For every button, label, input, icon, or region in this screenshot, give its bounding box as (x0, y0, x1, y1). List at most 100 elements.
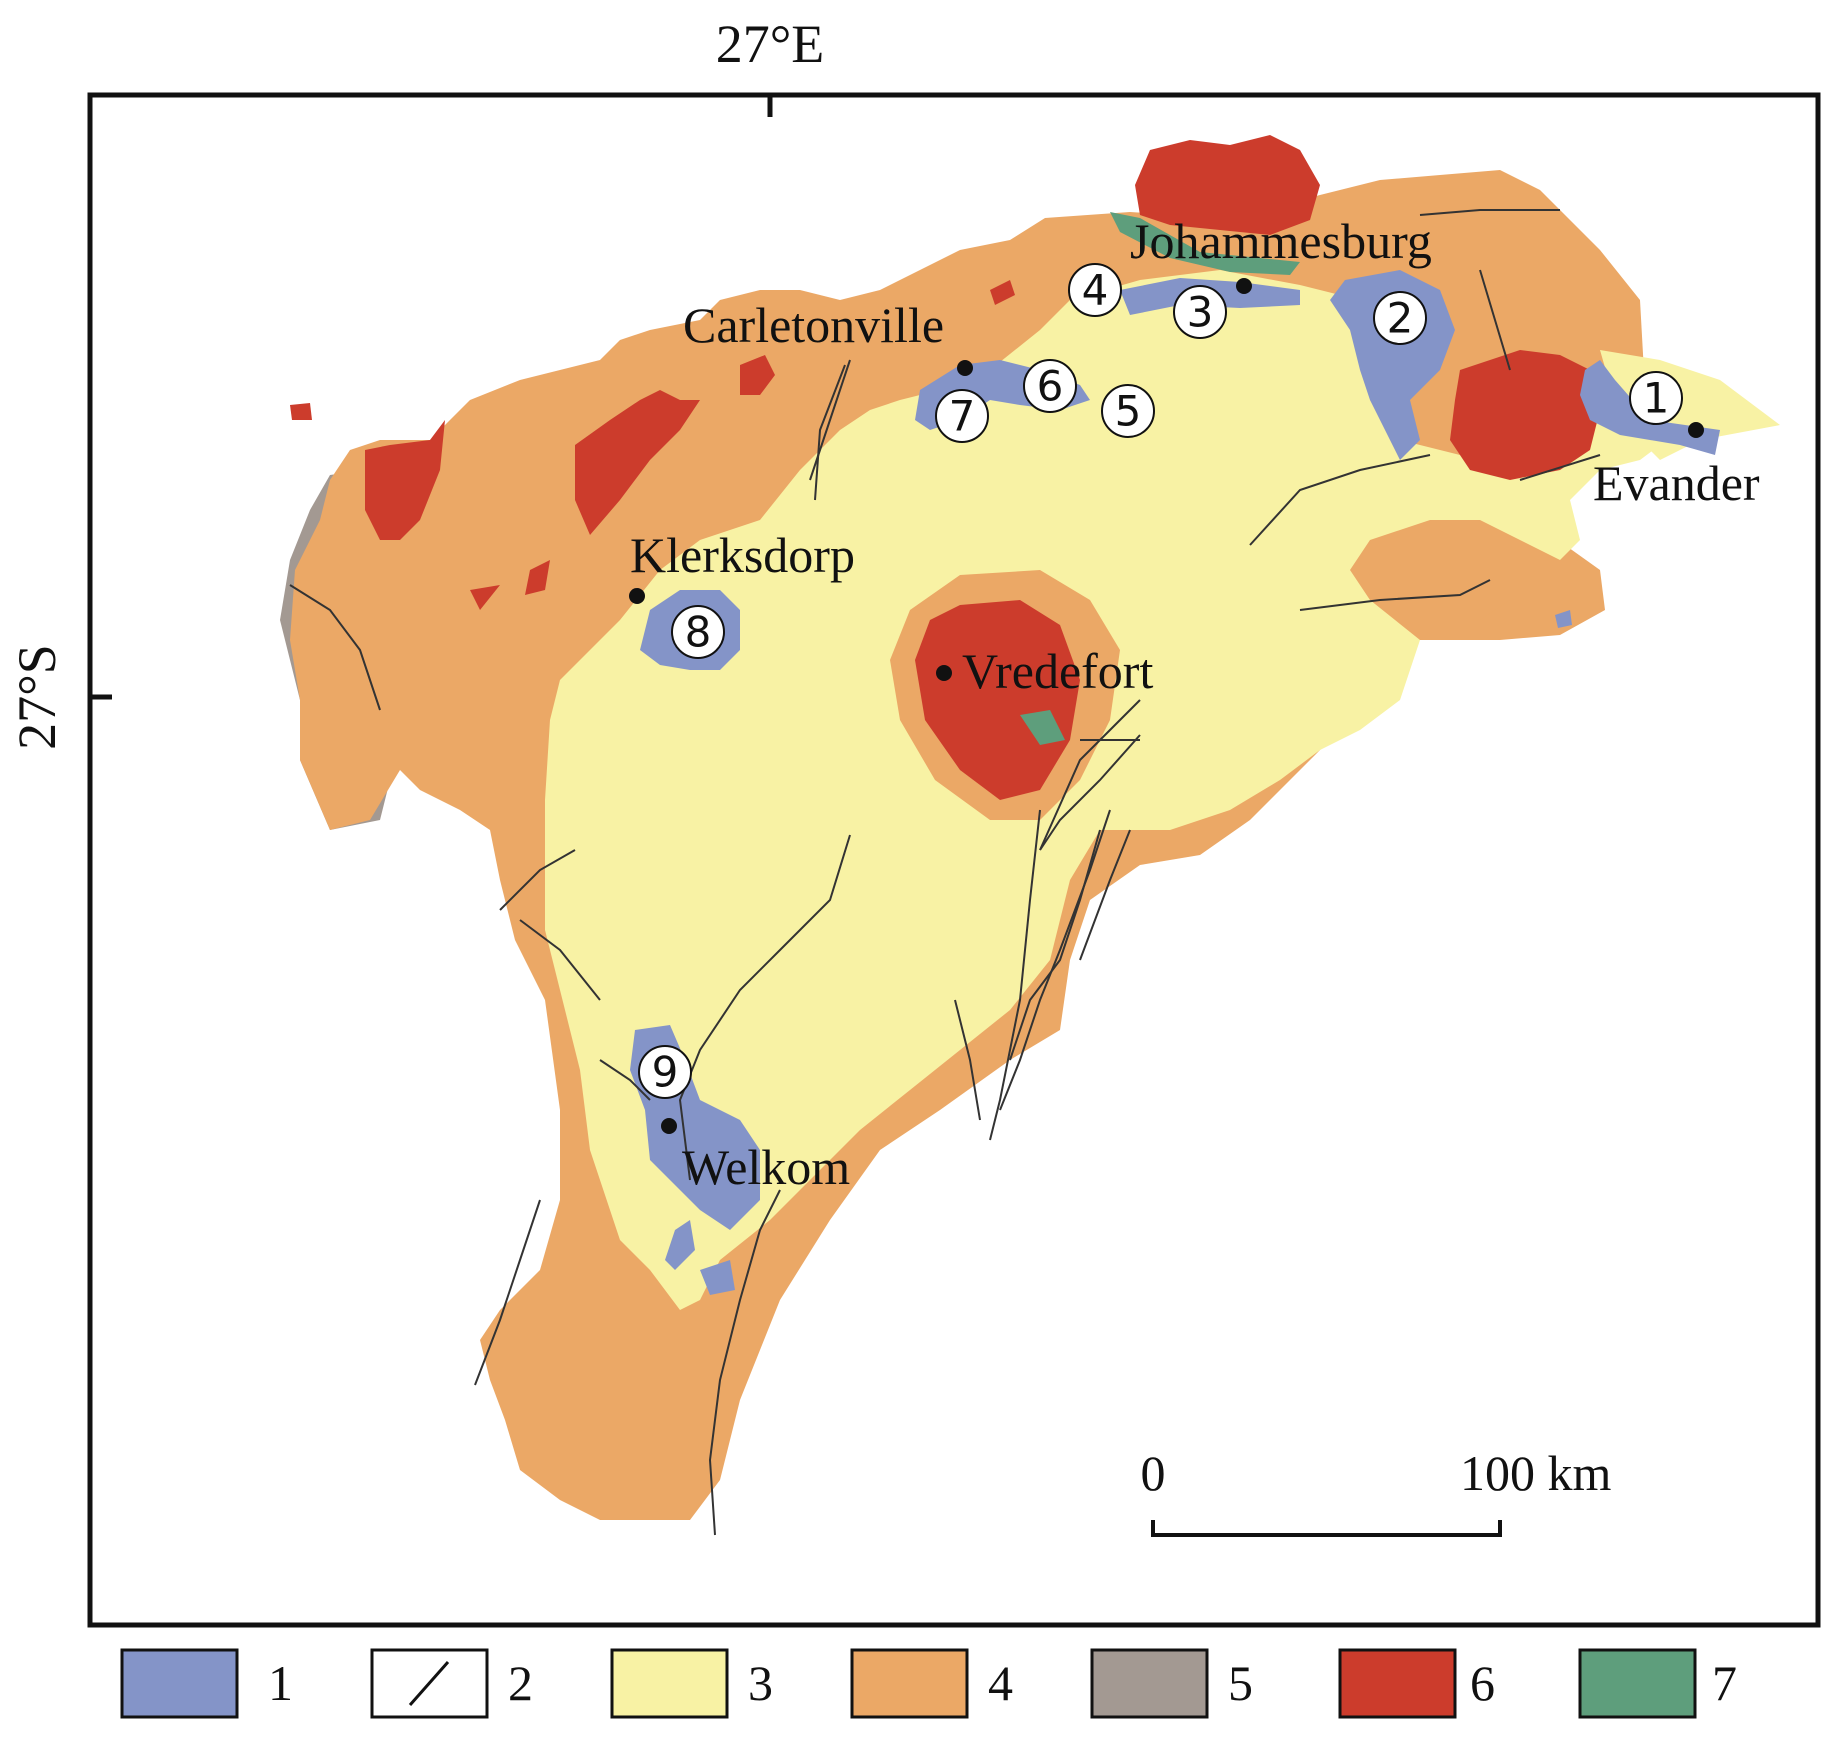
johannesburg-dot (1236, 278, 1252, 294)
fault-line-icon (408, 1661, 450, 1706)
legend-number: 2 (508, 1655, 533, 1711)
legend-item-5: 5 (1090, 1648, 1253, 1719)
unit4-southeast-lobe (1350, 560, 1510, 625)
unit6-west-patch-1 (365, 420, 445, 540)
legend-item-1: 1 (120, 1648, 293, 1719)
unit6-areas (290, 135, 1600, 610)
evander-dot (1688, 422, 1704, 438)
fault-line (814, 364, 846, 501)
goldfield-marker-3: 3 (1173, 285, 1227, 339)
fault-line (474, 1199, 541, 1386)
yellow-swatch (610, 1648, 729, 1719)
orange-swatch (850, 1648, 969, 1719)
unit1-evander (1580, 360, 1720, 455)
fault-line (289, 584, 381, 711)
fault-line (954, 999, 981, 1121)
green-swatch (1578, 1648, 1697, 1719)
fault-line (1479, 269, 1511, 371)
goldfield-marker-6: 6 (1023, 359, 1077, 413)
goldfield-number: 4 (1082, 266, 1109, 315)
fault-line (809, 359, 851, 481)
scale-bar-end-label: 100 km (1460, 1445, 1612, 1501)
city-label-vredefort: Vredefort (962, 643, 1153, 699)
goldfield-markers: 1 2 3 4 5 6 7 8 (638, 263, 1683, 1099)
unit6-west-patch-4 (290, 403, 312, 420)
unit1-small-east (1555, 610, 1572, 628)
unit6-evander-dome (1450, 350, 1600, 480)
legend-number: 1 (268, 1655, 293, 1711)
city-label-welkom: Welkom (682, 1139, 850, 1195)
legend-number: 7 (1712, 1655, 1737, 1711)
legend-item-6: 6 (1338, 1648, 1495, 1719)
goldfield-marker-4: 4 (1068, 263, 1122, 317)
unit3-basin-core (545, 270, 1680, 1310)
fault-line (708, 1189, 781, 1536)
goldfield-number: 3 (1187, 288, 1214, 337)
legend-item-4: 4 (850, 1648, 1013, 1719)
unit1-welkom-south-1 (665, 1220, 695, 1270)
goldfield-marker-8: 8 (671, 605, 725, 659)
unit6-west-patch-3 (740, 355, 775, 395)
unit6-small-patch (990, 280, 1015, 305)
fault-line (519, 919, 601, 1001)
goldfield-marker-1: 1 (1629, 371, 1683, 425)
city-label-klerksdorp: Klerksdorp (630, 527, 855, 583)
goldfield-marker-5: 5 (1101, 384, 1155, 438)
red-swatch (1338, 1648, 1457, 1719)
vredefort-dot (936, 665, 952, 681)
longitude-label: 27°E (716, 14, 825, 74)
fault-line (1079, 829, 1131, 961)
fault-line-swatch (370, 1648, 489, 1719)
gray-swatch (1090, 1648, 1209, 1719)
goldfield-number: 5 (1115, 387, 1142, 436)
fault-line (1519, 454, 1601, 481)
fault-line (1039, 734, 1141, 851)
legend-number: 5 (1228, 1655, 1253, 1711)
goldfield-number: 6 (1037, 362, 1064, 411)
fault-line (499, 849, 576, 911)
fault-line (678, 834, 851, 1181)
vredefort-green-inlier (1020, 710, 1065, 745)
unit6-west-patch-5 (470, 585, 500, 610)
goldfield-marker-7: 7 (935, 389, 989, 443)
scale-bar-start-label: 0 (1141, 1445, 1166, 1501)
fault-line (1249, 454, 1431, 546)
fault-line (999, 809, 1111, 1111)
city-label-carletonville: Carletonville (683, 297, 944, 353)
carletonville-dot (957, 360, 973, 376)
goldfield-number: 9 (652, 1048, 679, 1097)
goldfield-number: 2 (1387, 294, 1414, 343)
legend-number: 4 (988, 1655, 1013, 1711)
scale-bar: 0 100 km (1141, 1445, 1612, 1537)
welkom-dot (661, 1118, 677, 1134)
goldfield-marker-9: 9 (638, 1045, 692, 1099)
city-label-johannesburg: Johammesburg (1130, 213, 1432, 269)
unit6-johannesburg-dome (1135, 135, 1320, 235)
blue-swatch (120, 1648, 239, 1719)
unit6-west-patch-6 (525, 560, 550, 595)
faults (289, 209, 1601, 1536)
fault-line (1009, 829, 1101, 1061)
klerksdorp-dot (629, 588, 645, 604)
fault-line (989, 809, 1041, 1141)
fault-line (1419, 209, 1560, 216)
legend: 1 2 3 4 5 6 7 (120, 1648, 1737, 1719)
city-label-evander: Evander (1593, 455, 1760, 511)
vredefort-granite-core (915, 600, 1080, 800)
fault-line (599, 1059, 651, 1101)
unit6-west-patch-2 (575, 390, 700, 535)
latitude-label: 27°S (7, 644, 67, 750)
goldfield-marker-2: 2 (1373, 291, 1427, 345)
legend-item-2: 2 (370, 1648, 533, 1719)
goldfield-number: 8 (685, 608, 712, 657)
scale-bar-line (1151, 1520, 1502, 1537)
goldfield-number: 7 (949, 392, 976, 441)
fault-line (1039, 699, 1141, 851)
legend-item-3: 3 (610, 1648, 773, 1719)
unit7-johannesburg-strip (1110, 212, 1300, 275)
unit1-welkom-south-2 (700, 1260, 735, 1295)
legend-item-7: 7 (1578, 1648, 1737, 1719)
legend-number: 6 (1470, 1655, 1495, 1711)
city-markers (629, 278, 1704, 1134)
